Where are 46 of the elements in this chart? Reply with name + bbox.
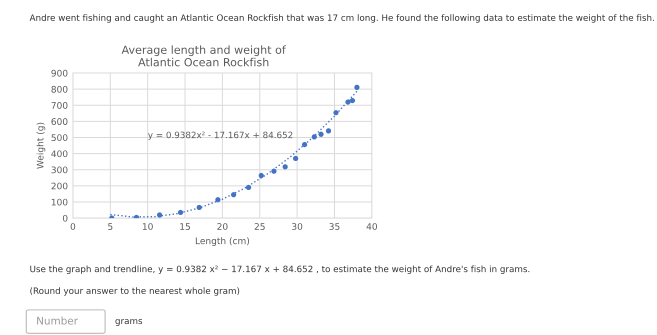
y-tick-label: 800 bbox=[51, 86, 68, 93]
x-tick-label: 35 bbox=[329, 223, 340, 230]
text: Use the graph and trendline, y = 0.9382 x² − 17.167 x + 84.652 , to estimate the weight of Andre's fish in grams. bbox=[30, 265, 530, 274]
point bbox=[271, 168, 277, 174]
x-tick-label: 5 bbox=[108, 223, 112, 230]
point bbox=[345, 99, 351, 105]
point bbox=[326, 128, 332, 134]
point bbox=[354, 84, 360, 90]
x-axis-title: Length (cm) bbox=[196, 237, 250, 246]
y-tick-label: 300 bbox=[52, 166, 68, 174]
chart-title: Average length and weight of Atlantic Ocean Rockfish bbox=[122, 45, 286, 66]
point bbox=[302, 142, 308, 148]
y-axis-title: Weight (g) bbox=[36, 122, 46, 169]
point bbox=[178, 210, 184, 216]
point bbox=[293, 156, 298, 162]
text: (Round your answer to the nearest whole gram) bbox=[30, 287, 240, 296]
point bbox=[258, 172, 264, 178]
x-tick-label: 10 bbox=[142, 223, 153, 230]
point bbox=[246, 184, 252, 190]
y-tick-label: 400 bbox=[51, 150, 68, 158]
text: Andre went fishing and caught an Atlantic Ocean Rockfish that was 17 cm long. He found the following data to estimate the weight of the fish. bbox=[30, 14, 654, 23]
y-tick-label: 500 bbox=[52, 134, 68, 142]
y-tick-label: 700 bbox=[52, 102, 68, 109]
x-tick-label: 20 bbox=[217, 223, 228, 230]
point bbox=[215, 197, 221, 202]
point bbox=[333, 110, 339, 116]
y-tick-label: 600 bbox=[51, 118, 68, 125]
y-tick-label: 900 bbox=[51, 70, 68, 77]
text: grams bbox=[115, 319, 142, 326]
text: Number bbox=[37, 316, 78, 325]
point bbox=[157, 212, 162, 218]
x-tick-label: 0 bbox=[70, 223, 76, 230]
x-tick-label: 15 bbox=[180, 223, 190, 230]
point bbox=[312, 134, 317, 140]
y-tick-label: 0 bbox=[62, 214, 68, 222]
point bbox=[318, 132, 324, 137]
x-tick-label: 25 bbox=[254, 223, 265, 230]
point bbox=[350, 98, 356, 104]
annotation: y = 0.9382x² - 17.167x + 84.652 bbox=[148, 132, 292, 140]
x-tick-label: 40 bbox=[366, 223, 378, 230]
y-tick-label: 100 bbox=[52, 198, 68, 206]
point bbox=[282, 164, 288, 170]
x-tick-label: 30 bbox=[292, 223, 302, 230]
point bbox=[231, 192, 236, 198]
y-tick-label: 200 bbox=[51, 182, 68, 190]
point bbox=[196, 204, 202, 210]
